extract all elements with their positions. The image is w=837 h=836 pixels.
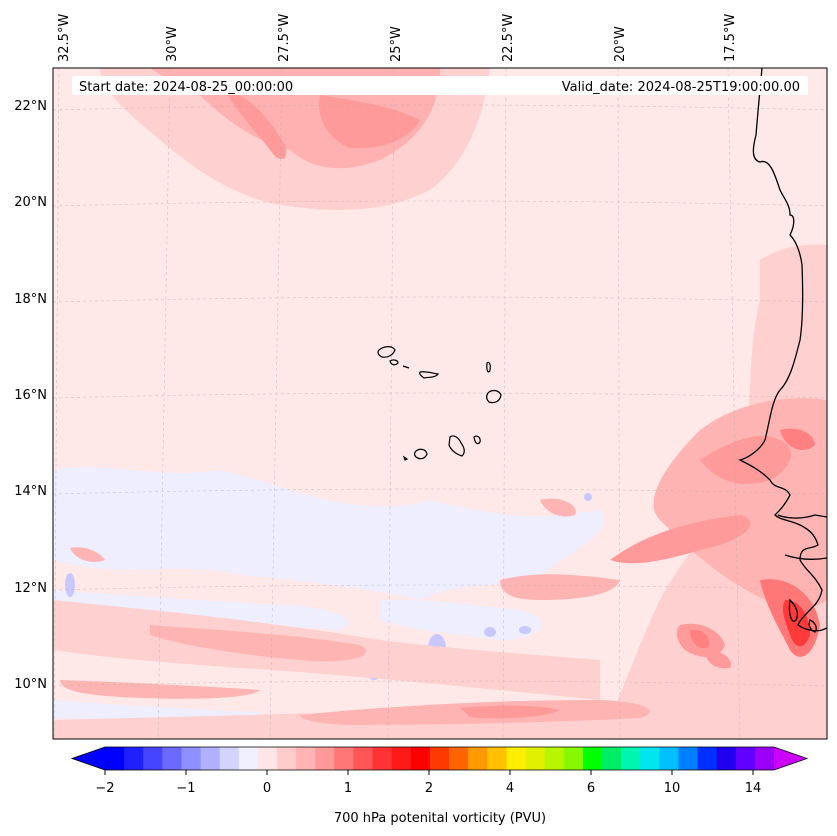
colorbar-swatch [219,747,240,770]
colorbar-swatches [105,747,775,770]
cb-tick-label: −1 [176,781,195,796]
cb-tick-label: 2 [425,781,433,796]
island-sal [486,361,491,373]
colorbar-swatch [372,747,393,770]
header-box: Start date: 2024-08-25_00:00:00 Valid_da… [72,76,808,95]
cb-tick-label: 6 [587,781,595,796]
cb-tick-label: 14 [745,781,762,796]
colorbar-swatch [525,747,546,770]
colorbar-swatch [391,747,412,770]
map-gridlines [53,68,827,739]
colorbar-swatch [697,747,718,770]
colorbar-swatch [315,747,335,770]
colorbar-swatch [544,747,565,770]
colorbar-under-arrow [72,747,105,770]
colorbar-swatch [143,747,163,770]
colorbar: −2 −1 0 1 2 4 6 10 14 700 hPa potenital … [70,746,809,826]
colorbar-swatch [716,747,737,770]
colorbar-ticks [104,770,754,775]
cape-verde-islands [377,346,502,461]
lat-label: 18°N [14,292,47,307]
lon-label: 20°W [613,26,628,62]
colorbar-swatch [257,747,278,770]
cb-tick-label: 1 [344,781,352,796]
colorbar-swatch [238,747,259,770]
lon-label: 32.5°W [57,14,72,62]
colorbar-tick-labels: −2 −1 0 1 2 4 6 10 14 [95,781,761,796]
colorbar-over-arrow [774,747,807,770]
coastlines [738,68,827,633]
cb-tick-label: 4 [506,781,514,796]
island-santa-luzia [402,365,410,369]
pv-negative-regions [53,467,605,722]
longitude-labels: 32.5°W 30°W 27.5°W 25°W 22.5°W 20°W 17.5… [57,14,738,62]
valid-date-label: Valid_date: 2024-08-25T19:00:00.00 [562,80,800,95]
colorbar-swatch [601,747,622,770]
map-frame [52,67,828,740]
lon-label: 17.5°W [723,14,738,62]
colorbar-swatch [506,747,527,770]
lon-label: 30°W [165,26,180,62]
lon-label: 25°W [389,26,404,62]
colorbar-swatch [621,747,641,770]
colorbar-swatch [429,747,450,770]
colorbar-swatch [296,747,316,770]
latitude-labels: 22°N 20°N 18°N 16°N 14°N 12°N 10°N [14,99,47,692]
island-maio [473,435,481,445]
island-santiago [448,435,465,457]
island-brava [402,455,409,461]
colorbar-swatch [678,747,699,770]
island-boa-vista [486,389,502,404]
colorbar-swatch [487,747,507,770]
lat-label: 10°N [14,677,47,692]
colorbar-swatch [582,747,603,770]
lat-label: 20°N [14,195,47,210]
colorbar-swatch [563,747,584,770]
lat-label: 12°N [14,581,47,596]
cb-tick-label: −2 [95,781,114,796]
lat-label: 16°N [14,388,47,403]
colorbar-swatch [200,747,221,770]
colorbar-swatch [468,747,488,770]
cb-tick-label: 0 [263,781,271,796]
island-sao-vicente [389,359,399,366]
colorbar-swatch [277,747,297,770]
colorbar-swatch [754,747,775,770]
lat-label: 14°N [14,484,47,499]
africa-coastline [738,68,827,632]
colorbar-swatch [640,747,660,770]
colorbar-swatch [334,747,354,770]
colorbar-swatch [449,747,469,770]
colorbar-swatch [353,747,374,770]
island-sao-nicolau [419,371,440,379]
colorbar-swatch [410,747,431,770]
island-fogo [413,448,428,460]
colorbar-swatch [124,747,144,770]
island-santo-antao [377,346,396,358]
map-panel [53,68,827,739]
colorbar-swatch [735,747,756,770]
start-date-label: Start date: 2024-08-25_00:00:00 [79,80,293,95]
colorbar-swatch [105,747,125,770]
lon-label: 27.5°W [277,14,292,62]
cb-tick-label: 10 [664,781,681,796]
colorbar-swatch [181,747,202,770]
colorbar-label: 700 hPa potenital vorticity (PVU) [334,811,546,826]
colorbar-swatch [162,747,182,770]
colorbar-swatch [659,747,679,770]
lat-label: 22°N [14,99,47,114]
lon-label: 22.5°W [501,14,516,62]
